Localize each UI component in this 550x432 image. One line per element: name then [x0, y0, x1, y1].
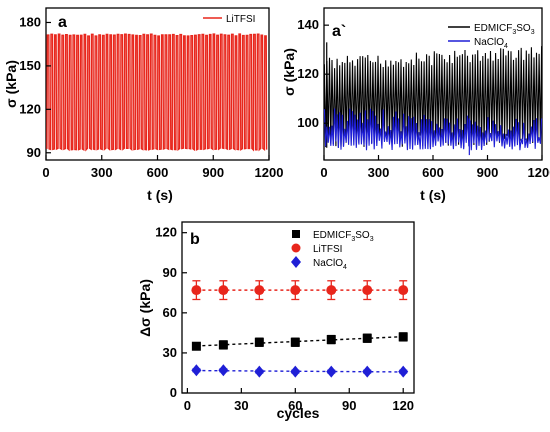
panel-b-legend-marker-naclo4	[291, 256, 301, 268]
panel-a-litfsi-line	[46, 33, 268, 152]
panel-b-data	[191, 280, 409, 378]
panel-b-xtick-label: 30	[234, 398, 248, 413]
panel-a-prime: 0 300 600 900 1200 100 120 140 a` EDMICF3SO3 Na…	[281, 7, 550, 203]
panel-a-prime-ylabel: σ (kPa)	[281, 48, 297, 96]
panel-b: 0 30 60 90 120 0 30 60 90 120 b EDMICF3SO3 LiTFSI…	[137, 221, 415, 421]
panel-a-prime-series-naclo4	[323, 108, 543, 156]
panel-b-litfsi-point	[326, 285, 337, 296]
panel-b-naclo4-point	[362, 365, 373, 378]
panel-b-naclo4-point	[254, 365, 265, 378]
panel-b-label: b	[190, 231, 200, 248]
panel-b-naclo4-point	[218, 364, 229, 377]
panel-b-edmicf3so3-point	[326, 335, 336, 345]
panel-a-xtick-label: 0	[42, 165, 49, 180]
panel-b-legend-litfsi: LiTFSI	[313, 244, 342, 255]
panel-b-ylabel: Δσ (kPa)	[137, 279, 153, 337]
panel-a-ytick-label: 90	[27, 145, 41, 160]
panel-b-naclo4-point	[191, 364, 202, 377]
panel-b-xtick-label: 0	[184, 398, 191, 413]
panel-b-legend-marker-edmicf3so3	[292, 230, 300, 238]
panel-a-ytick-label: 180	[19, 14, 41, 29]
panel-b-ytick-label: 60	[163, 305, 177, 320]
panel-a-xtick-label: 1200	[255, 165, 284, 180]
panel-a-prime-ticks: 0 300 600 900 1200 100 120 140	[297, 17, 550, 180]
panel-a-ylabel: σ (kPa)	[3, 60, 19, 108]
panel-a-ytick-label: 150	[19, 58, 41, 73]
panel-b-ytick-label: 120	[155, 225, 177, 240]
panel-a-xtick-label: 900	[202, 165, 224, 180]
panel-a-prime-xtick-label: 900	[477, 165, 499, 180]
panel-b-edmicf3so3-point	[398, 332, 408, 342]
panel-a-ytick-label: 120	[19, 101, 41, 116]
panel-b-legend-edmicf3so3: EDMICF3SO3	[313, 230, 374, 243]
panel-b-edmicf3so3-point	[290, 337, 300, 347]
panel-b-litfsi-point	[254, 285, 265, 296]
panel-b-xtick-label: 60	[288, 398, 302, 413]
panel-a-legend-litfsi: LiTFSI	[226, 14, 255, 25]
panel-b-ticks: 0 30 60 90 120 0 30 60 90 120	[155, 225, 414, 413]
panel-a-prime-xtick-label: 0	[320, 165, 327, 180]
panel-b-legend-naclo4: NaClO4	[313, 258, 347, 271]
panel-b-edmicf3so3-point	[218, 340, 228, 350]
panel-b-litfsi-point	[362, 285, 373, 296]
panel-a-ticks: 0 300 600 900 1200 90 120 150 180	[19, 14, 283, 180]
panel-a-prime-ytick-label: 120	[297, 66, 319, 81]
panel-a-prime-legend-naclo4: NaClO4	[474, 37, 508, 50]
panel-b-litfsi-point	[290, 285, 301, 296]
panel-a-prime-ytick-label: 100	[297, 115, 319, 130]
panel-a-prime-legend-edmicf3so3: EDMICF3SO3	[474, 23, 535, 36]
panel-a-prime-ytick-label: 140	[297, 17, 319, 32]
panel-b-edmicf3so3-point	[362, 333, 372, 343]
panel-b-naclo4-point	[398, 365, 409, 378]
panel-b-naclo4-point	[290, 365, 301, 378]
panel-a-label: a	[58, 14, 67, 31]
panel-b-legend-marker-litfsi	[291, 243, 301, 253]
panel-b-litfsi-point	[218, 285, 229, 296]
panel-b-litfsi-point	[398, 285, 409, 296]
panel-a: 0 300 600 900 1200 90 120 150 180 a LiTFSI t (s)…	[3, 7, 283, 203]
panel-b-frame	[181, 221, 415, 394]
panel-a-prime-xtick-label: 300	[368, 165, 390, 180]
panel-a-prime-xtick-label: 600	[422, 165, 444, 180]
panel-b-edmicf3so3-point	[254, 337, 264, 347]
panel-b-litfsi-point	[191, 285, 202, 296]
panel-a-prime-xtick-label: 1200	[528, 165, 550, 180]
panel-b-ytick-label: 90	[163, 265, 177, 280]
panel-a-prime-naclo4-line	[323, 108, 543, 151]
panel-b-naclo4-point	[326, 365, 337, 378]
panel-a-series-litfsi	[46, 33, 268, 152]
panel-b-xlabel: cycles	[277, 405, 320, 421]
panel-a-xtick-label: 600	[147, 165, 169, 180]
panel-a-xlabel: t (s)	[147, 187, 173, 203]
panel-b-xtick-label: 120	[392, 398, 414, 413]
panel-b-ytick-label: 0	[170, 385, 177, 400]
panel-a-xtick-label: 300	[91, 165, 113, 180]
panel-a-prime-xlabel: t (s)	[420, 187, 446, 203]
panel-b-ytick-label: 30	[163, 345, 177, 360]
panel-b-xtick-label: 90	[342, 398, 356, 413]
panel-b-edmicf3so3-point	[191, 341, 201, 351]
panel-a-prime-label: a`	[332, 23, 346, 40]
